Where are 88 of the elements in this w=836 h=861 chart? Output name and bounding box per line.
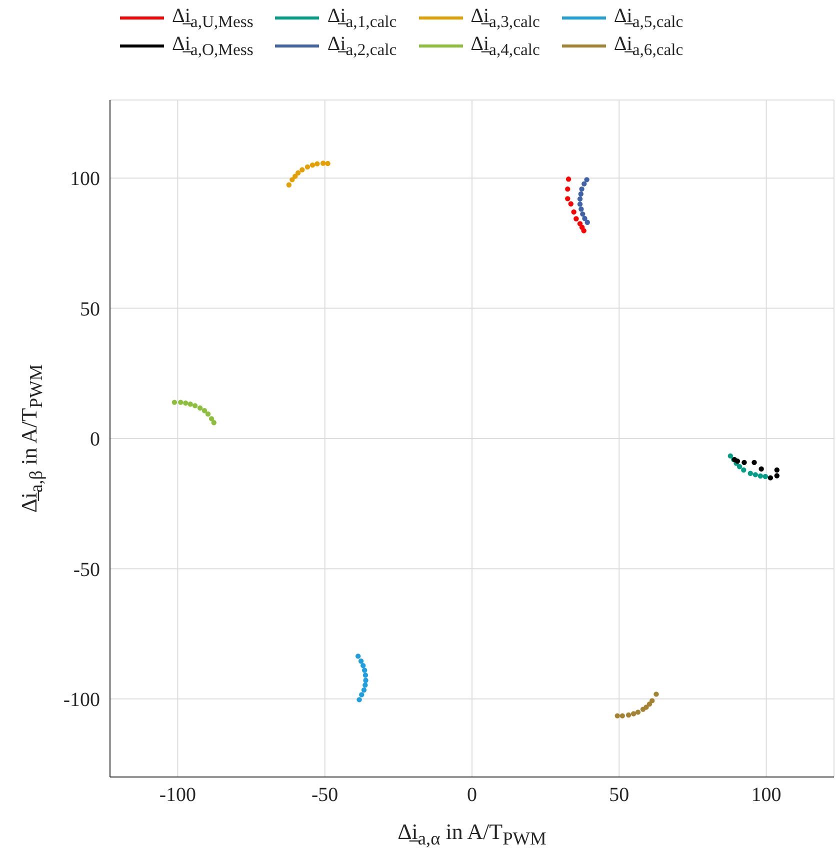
point	[292, 174, 298, 179]
legend-label: Δi̲$_{a,2,calc}$	[327, 32, 397, 60]
x-tick-label: -100	[159, 784, 196, 806]
y-tick-label: 0	[90, 428, 100, 451]
point	[310, 162, 316, 168]
point	[581, 228, 586, 234]
point	[728, 453, 734, 459]
legend-label: Δi̲$_{a,6,calc}$	[614, 32, 684, 60]
point	[752, 460, 757, 466]
point	[325, 160, 330, 166]
point	[646, 701, 652, 707]
legend-label: Δi̲$_{a,3,calc}$	[470, 4, 540, 32]
point	[192, 403, 198, 408]
point	[774, 473, 780, 478]
legend-label: Δi̲$_{a,1,calc}$	[327, 4, 397, 32]
point	[736, 464, 742, 470]
point	[577, 202, 583, 207]
point	[356, 697, 362, 702]
point	[644, 704, 649, 710]
point	[579, 186, 584, 192]
point	[295, 170, 301, 176]
point	[359, 692, 364, 698]
point	[172, 400, 178, 405]
point	[358, 658, 364, 664]
point	[578, 191, 584, 197]
point	[578, 206, 584, 212]
point	[568, 201, 574, 206]
point	[363, 678, 368, 683]
point	[758, 473, 764, 479]
legend-label: Δi̲$_{a,O,Mess}$	[172, 32, 254, 60]
point	[362, 682, 368, 688]
point	[208, 416, 214, 422]
point	[360, 662, 366, 668]
point	[620, 713, 625, 718]
point	[300, 167, 305, 172]
y-tick-label: -50	[73, 558, 100, 581]
point	[762, 474, 768, 480]
x-tick-label: 100	[751, 784, 782, 806]
point	[577, 196, 583, 202]
legend-label: Δi̲$_{a,4,calc}$	[470, 32, 540, 60]
point	[748, 470, 754, 476]
legend-label: Δi̲$_{a,U,Mess}$	[172, 4, 254, 32]
point	[758, 466, 764, 472]
y-tick-label: 100	[70, 168, 100, 190]
point	[582, 181, 587, 186]
point	[290, 177, 295, 182]
point	[650, 698, 655, 704]
point	[183, 400, 188, 406]
point	[626, 712, 632, 718]
point	[314, 161, 320, 166]
point	[197, 405, 203, 411]
point	[741, 467, 746, 473]
point	[742, 460, 747, 466]
point	[654, 692, 659, 697]
point	[635, 710, 641, 715]
point	[211, 420, 216, 426]
point	[356, 654, 361, 659]
x-axis-title: Δi̲$_{a,α}$ in A/T$_{PWM}$	[396, 818, 548, 850]
point	[188, 402, 193, 407]
point	[304, 164, 310, 170]
point	[320, 160, 326, 166]
point	[565, 186, 570, 192]
point	[362, 672, 368, 678]
x-tick-label: 0	[467, 784, 477, 806]
x-tick-label: 50	[609, 784, 630, 806]
point	[580, 211, 586, 217]
point	[566, 176, 572, 182]
x-tick-label: -50	[312, 784, 338, 806]
y-tick-label: 50	[80, 298, 100, 320]
point	[178, 400, 184, 405]
point	[565, 196, 570, 202]
point	[361, 687, 367, 693]
point	[768, 475, 774, 480]
point	[752, 472, 758, 478]
point	[202, 408, 208, 414]
point	[582, 216, 588, 222]
point	[362, 668, 368, 673]
point	[571, 209, 576, 215]
point	[286, 182, 292, 188]
point	[584, 220, 590, 225]
legend-label: Δi̲$_{a,5,calc}$	[614, 4, 684, 32]
point	[205, 411, 211, 417]
point	[614, 713, 620, 718]
point	[630, 711, 636, 716]
point	[584, 177, 590, 182]
point	[774, 467, 780, 473]
y-tick-label: -100	[63, 688, 100, 711]
point	[574, 216, 579, 222]
